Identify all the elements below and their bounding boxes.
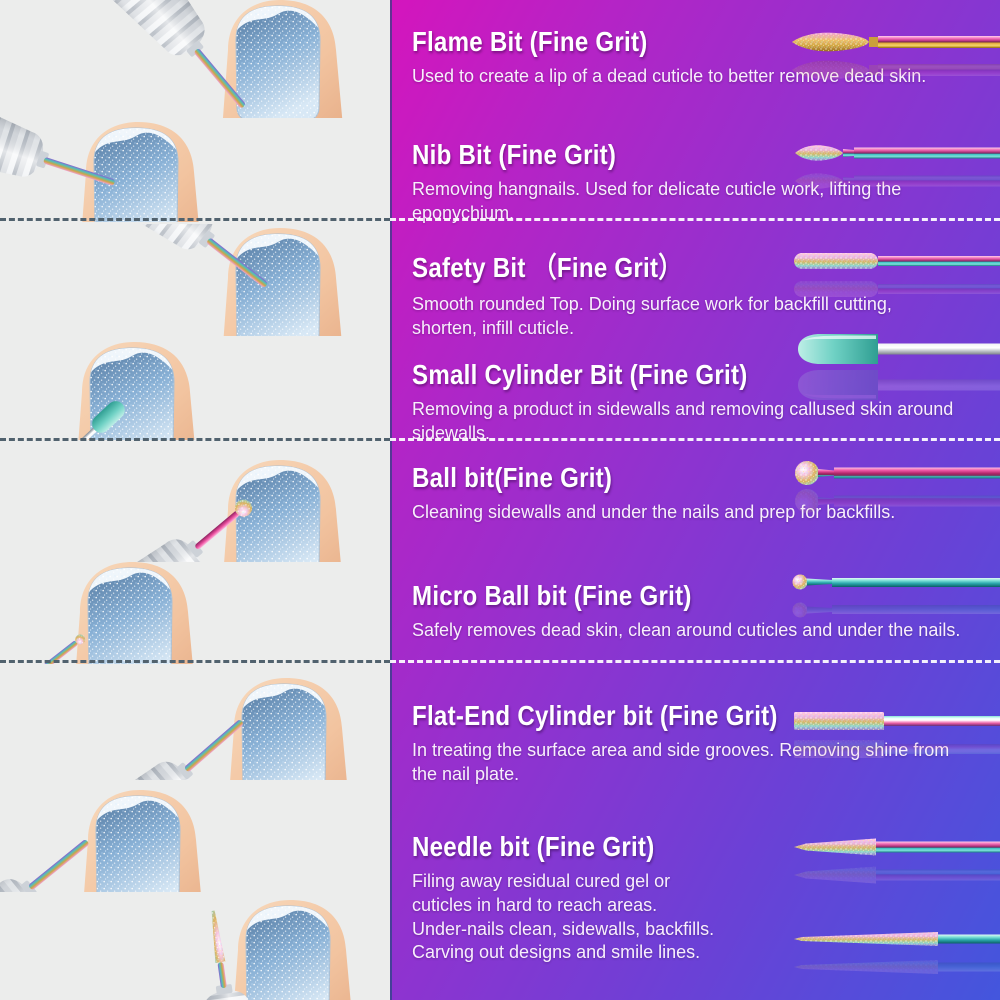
section-title: Ball bit(Fine Grit) [412,462,613,493]
separator-left-dash [0,218,390,221]
flat-end-cylinder-bit-image [794,712,1000,758]
separator-right-dash [390,438,1000,441]
needle-bit-image-2 [794,932,1000,974]
micro-ball-bit-usage-photo [0,556,390,664]
safety-bit-image [794,253,1000,297]
needle-bit-image-1 [794,838,1000,884]
ball-bit-image [795,461,1000,513]
section-title: Nib Bit (Fine Grit) [412,139,617,170]
flame-bit-image [792,32,1000,80]
section-description: Filing away residual cured gel or cuticl… [412,871,715,963]
section-description: Removing hangnails. Used for delicate cu… [412,179,902,223]
small-cylinder-bit-image [798,334,1000,400]
small-cylinder-bit-usage-photo [0,336,390,440]
descriptions-panel: Flame Bit (Fine Grit) Used to create a l… [390,0,1000,1000]
flame-bit-usage-photo [86,0,390,118]
section-nib-bit: Nib Bit (Fine Grit) Removing hangnails. … [412,139,992,226]
section-ball-bit: Ball bit(Fine Grit) Cleaning sidewalls a… [412,462,992,525]
section-description: Safely removes dead skin, clean around c… [412,620,961,640]
nib-bit-usage-photo [0,112,390,222]
separator-left-dash [0,438,390,441]
separator-left-dash [0,660,390,663]
needle-bit-usage-photo-2 [187,888,390,1000]
section-safety-bit: Safety Bit （Fine Grit） Smooth rounded To… [412,246,992,341]
usage-photos-panel [0,0,390,1000]
section-description: Removing a product in sidewalls and remo… [412,399,954,443]
section-small-cylinder-bit: Small Cylinder Bit (Fine Grit) Removing … [412,359,992,446]
needle-bit-usage-photo-1 [0,780,390,892]
section-description: Cleaning sidewalls and under the nails a… [412,502,896,522]
safety-bit-usage-photo [84,224,390,336]
flat-end-cylinder-bit-usage-photo [65,668,390,780]
section-title: Flat-End Cylinder bit (Fine Grit) [412,700,778,731]
section-micro-ball-bit: Micro Ball bit (Fine Grit) Safely remove… [412,580,992,643]
separator-right-dash [390,660,1000,663]
section-title: Micro Ball bit (Fine Grit) [412,580,692,611]
section-title: Flame Bit (Fine Grit) [412,26,648,57]
section-title: Small Cylinder Bit (Fine Grit) [412,359,748,390]
section-description: Smooth rounded Top. Doing surface work f… [412,294,892,338]
section-title: Needle bit (Fine Grit) [412,831,655,862]
nib-bit-image [795,145,1000,189]
ball-bit-usage-photo [74,452,390,562]
micro-ball-bit-image [792,574,1000,618]
separator-right-dash [390,218,1000,221]
section-needle-bit: Needle bit (Fine Grit) Filing away resid… [412,831,992,965]
section-title: Safety Bit （Fine Grit） [412,252,683,283]
